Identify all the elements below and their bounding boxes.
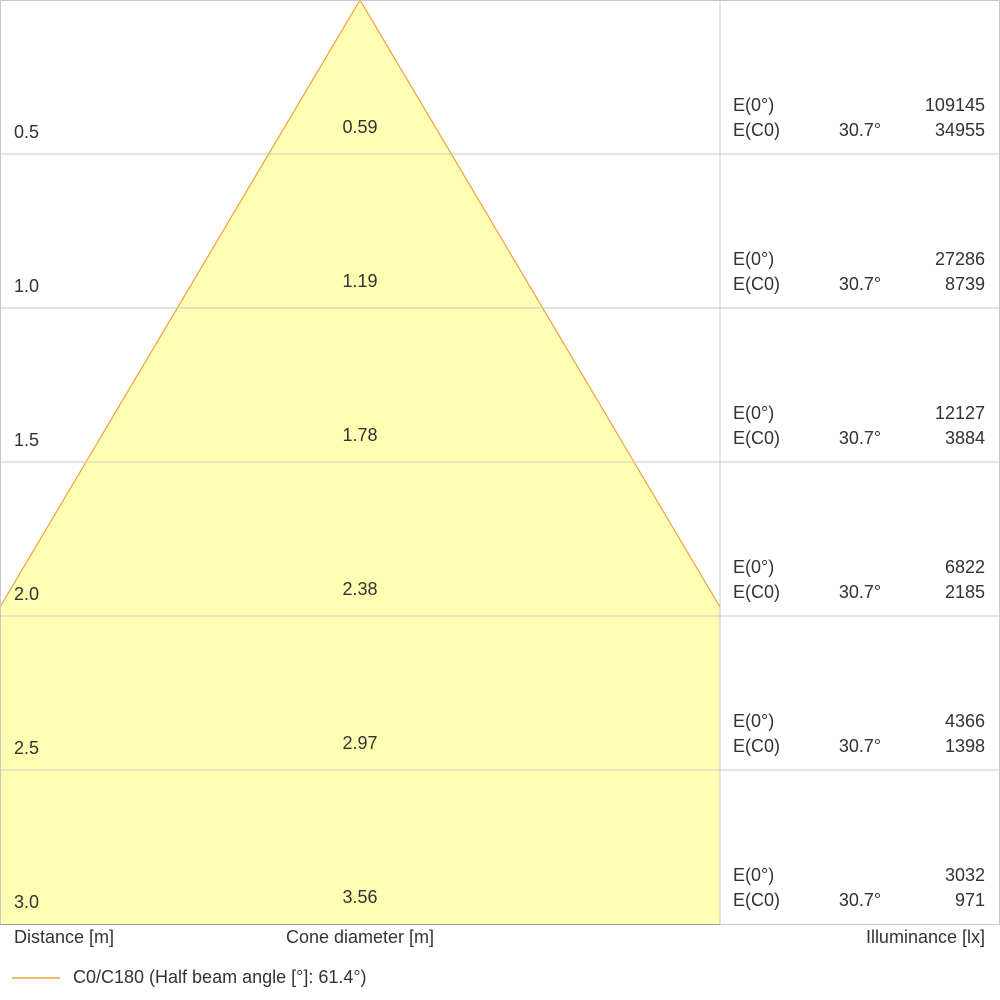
angle: 30.7°: [839, 890, 881, 910]
ec0-label: E(C0): [733, 120, 780, 140]
e0-value: 3032: [945, 865, 985, 885]
e0-label: E(0°): [733, 403, 774, 423]
e0-value: 12127: [935, 403, 985, 423]
ec0-label: E(C0): [733, 428, 780, 448]
ec0-value: 8739: [945, 274, 985, 294]
ec0-value: 2185: [945, 582, 985, 602]
ec0-label: E(C0): [733, 890, 780, 910]
cone-diameter: 3.56: [342, 887, 377, 907]
angle: 30.7°: [839, 428, 881, 448]
ec0-label: E(C0): [733, 736, 780, 756]
angle: 30.7°: [839, 736, 881, 756]
ec0-value: 1398: [945, 736, 985, 756]
rows: 0.5 0.59 E(0°) 109145 E(C0) 30.7° 34955 1.0 1.19…: [0, 95, 1000, 912]
distance: 2.0: [14, 584, 39, 604]
angle: 30.7°: [839, 582, 881, 602]
cone-diameter: 2.38: [342, 579, 377, 599]
distance: 2.5: [14, 738, 39, 758]
ec0-label: E(C0): [733, 582, 780, 602]
e0-label: E(0°): [733, 865, 774, 885]
ec0-value: 34955: [935, 120, 985, 140]
cone-diameter: 1.19: [342, 271, 377, 291]
angle: 30.7°: [839, 120, 881, 140]
e0-value: 27286: [935, 249, 985, 269]
ec0-label: E(C0): [733, 274, 780, 294]
ec0-value: 3884: [945, 428, 985, 448]
footer-label: Cone diameter [m]: [286, 927, 434, 947]
distance: 0.5: [14, 122, 39, 142]
ec0-value: 971: [955, 890, 985, 910]
footer-label: Illuminance [lx]: [866, 927, 985, 947]
e0-label: E(0°): [733, 249, 774, 269]
cone-edge: [0, 0, 721, 608]
e0-value: 4366: [945, 711, 985, 731]
e0-label: E(0°): [733, 95, 774, 115]
legend-text: C0/C180 (Half beam angle [°]: 61.4°): [73, 967, 367, 987]
cone-diameter: 1.78: [342, 425, 377, 445]
cone-diameter: 2.97: [342, 733, 377, 753]
footer-label: Distance [m]: [14, 927, 114, 947]
distance: 1.0: [14, 276, 39, 296]
e0-value: 6822: [945, 557, 985, 577]
e0-label: E(0°): [733, 711, 774, 731]
e0-label: E(0°): [733, 557, 774, 577]
angle: 30.7°: [839, 274, 881, 294]
e0-value: 109145: [925, 95, 985, 115]
distance: 1.5: [14, 430, 39, 450]
cone-diameter: 0.59: [342, 117, 377, 137]
distance: 3.0: [14, 892, 39, 912]
